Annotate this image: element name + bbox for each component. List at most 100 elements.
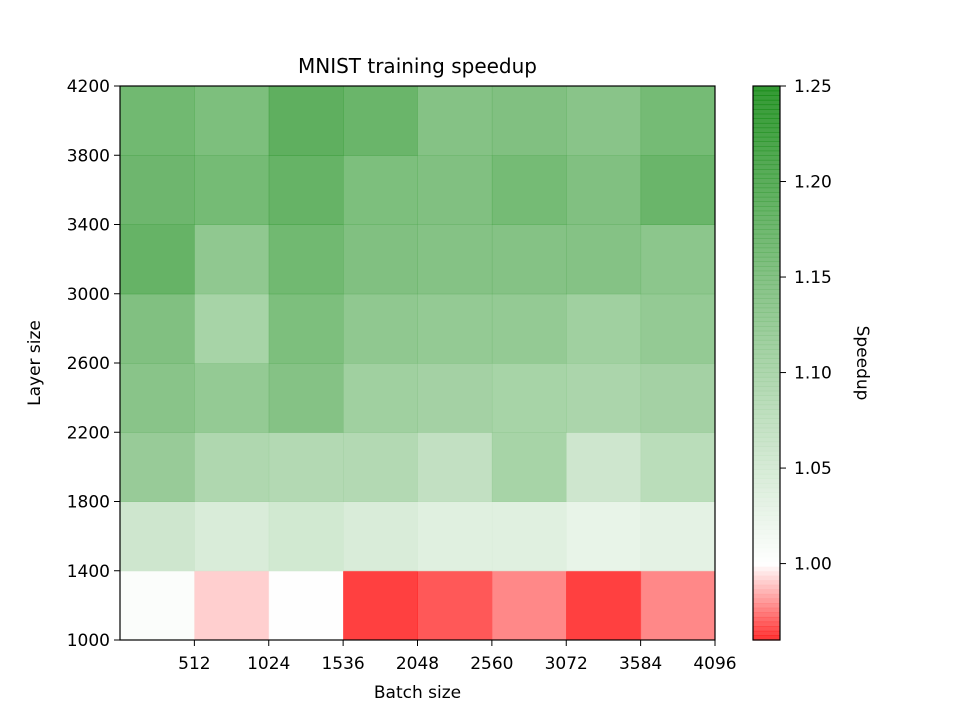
x-tick-label: 2048 bbox=[396, 654, 439, 674]
colorbar-band bbox=[753, 132, 780, 138]
colorbar-band bbox=[753, 432, 780, 438]
colorbar-band bbox=[753, 455, 780, 461]
colorbar-band bbox=[753, 506, 780, 512]
heatmap-cell bbox=[120, 293, 195, 364]
colorbar-band bbox=[753, 298, 780, 304]
colorbar-band bbox=[753, 584, 780, 590]
colorbar-band bbox=[753, 104, 780, 110]
heatmap-cell bbox=[120, 224, 195, 295]
chart-title: MNIST training speedup bbox=[298, 54, 537, 78]
colorbar-band bbox=[753, 238, 780, 244]
colorbar-band bbox=[753, 570, 780, 576]
colorbar-band bbox=[753, 122, 780, 129]
heatmap-cell bbox=[343, 501, 418, 572]
colorbar-band bbox=[753, 612, 780, 618]
heatmap-cell bbox=[343, 363, 418, 433]
colorbar-tick-label: 1.10 bbox=[794, 364, 832, 384]
heatmap-cell bbox=[566, 155, 642, 225]
colorbar-band bbox=[753, 593, 780, 600]
colorbar-band bbox=[753, 178, 780, 184]
colorbar-band bbox=[753, 224, 780, 230]
heatmap-cell bbox=[343, 155, 418, 225]
colorbar-band bbox=[753, 473, 780, 480]
heatmap-cell bbox=[343, 86, 418, 156]
colorbar-band bbox=[753, 395, 780, 401]
colorbar-band bbox=[753, 367, 780, 373]
y-tick-label: 2600 bbox=[67, 354, 110, 374]
heatmap-cell bbox=[120, 501, 195, 572]
heatmap-cell bbox=[640, 224, 716, 295]
colorbar-band bbox=[753, 418, 780, 424]
colorbar-band bbox=[753, 626, 780, 632]
colorbar-band bbox=[753, 363, 780, 369]
heatmap-cell bbox=[343, 224, 418, 295]
colorbar-band bbox=[753, 155, 780, 161]
colorbar-band bbox=[753, 302, 780, 309]
heatmap-cell bbox=[343, 432, 418, 502]
colorbar-band bbox=[753, 561, 780, 567]
colorbar-tick-label: 1.25 bbox=[794, 77, 832, 97]
colorbar-band bbox=[753, 215, 780, 221]
colorbar-band bbox=[753, 386, 780, 392]
colorbar-band bbox=[753, 404, 780, 410]
y-axis-label: Layer size bbox=[25, 320, 45, 406]
colorbar-band bbox=[753, 150, 780, 156]
colorbar-band bbox=[753, 293, 780, 299]
colorbar-tick-label: 1.15 bbox=[794, 268, 832, 288]
heatmap-cell bbox=[566, 224, 642, 295]
heatmap-cell bbox=[194, 363, 270, 433]
colorbar-axis: 1.00 1.05 1.10 1.15 1.20 1.25 bbox=[780, 77, 832, 575]
colorbar-band bbox=[753, 141, 780, 147]
colorbar-band bbox=[753, 146, 780, 152]
colorbar-band bbox=[753, 543, 780, 549]
colorbar-band bbox=[753, 256, 780, 263]
heatmap-cell bbox=[194, 155, 270, 225]
colorbar-band bbox=[753, 423, 780, 429]
heatmap-cell bbox=[640, 86, 716, 156]
colorbar-band bbox=[753, 459, 780, 466]
colorbar-band bbox=[753, 330, 780, 336]
colorbar-band bbox=[753, 252, 780, 258]
x-tick-label: 3584 bbox=[619, 654, 662, 674]
colorbar-band bbox=[753, 279, 780, 286]
x-tick-label: 512 bbox=[178, 654, 210, 674]
y-tick-label: 1000 bbox=[67, 631, 110, 651]
colorbar-band bbox=[753, 136, 780, 142]
x-axis-label: Batch size bbox=[374, 683, 461, 703]
colorbar-band bbox=[753, 247, 780, 253]
y-tick-label: 1800 bbox=[67, 493, 110, 513]
colorbar-band bbox=[753, 441, 780, 447]
heatmap-cells bbox=[120, 86, 716, 641]
colorbar bbox=[753, 86, 780, 641]
colorbar-band bbox=[753, 275, 780, 281]
heatmap-cell bbox=[640, 293, 716, 364]
colorbar-band bbox=[753, 187, 780, 193]
heatmap-cell bbox=[566, 86, 642, 156]
colorbar-band bbox=[753, 524, 780, 530]
colorbar-band bbox=[753, 109, 780, 115]
heatmap-cell bbox=[194, 293, 270, 364]
heatmap-cell bbox=[268, 224, 344, 295]
y-axis: 1000 1400 1800 2200 2600 3000 3400 3800 4200 bbox=[67, 77, 120, 651]
heatmap-cell bbox=[120, 570, 195, 641]
colorbar-band bbox=[753, 510, 780, 516]
x-axis: 512 1024 1536 2048 2560 3072 3584 4096 bbox=[178, 640, 737, 674]
heatmap-cell bbox=[417, 432, 493, 502]
heatmap-cell bbox=[491, 501, 567, 572]
y-tick-label: 1400 bbox=[67, 562, 110, 582]
colorbar-band bbox=[753, 515, 780, 521]
colorbar-band bbox=[753, 607, 780, 613]
colorbar-tick-label: 1.00 bbox=[794, 555, 832, 575]
colorbar-band bbox=[753, 358, 780, 364]
colorbar-band bbox=[753, 372, 780, 378]
heatmap-cell bbox=[640, 363, 716, 433]
heatmap-cell bbox=[268, 501, 344, 572]
heatmap-cell bbox=[491, 86, 567, 156]
x-tick-label: 2560 bbox=[470, 654, 513, 674]
heatmap-cell bbox=[566, 363, 642, 433]
colorbar-band bbox=[753, 182, 780, 189]
colorbar-band bbox=[753, 575, 780, 581]
colorbar-band bbox=[753, 436, 780, 443]
colorbar-band bbox=[753, 266, 780, 272]
